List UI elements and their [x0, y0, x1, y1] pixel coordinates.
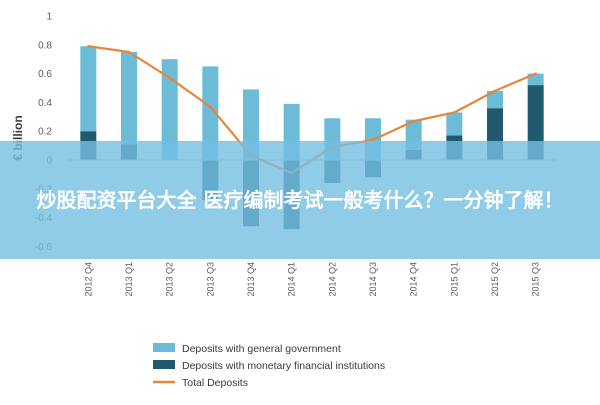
- total-deposits-point: [127, 50, 131, 54]
- x-tick-label: 2014 Q1: [287, 262, 297, 297]
- y-tick-label: 1: [46, 12, 52, 23]
- overlay-headline[interactable]: 炒股配资平台大全 医疗编制考试一般考什么？一分钟了解！: [36, 187, 564, 212]
- bar-general-government: [161, 59, 178, 161]
- x-tick-label: 2014 Q2: [327, 262, 337, 297]
- x-tick-label: 2014 Q4: [409, 262, 419, 297]
- legend-swatch: [153, 343, 175, 352]
- x-tick-label: 2015 Q1: [449, 262, 459, 297]
- overlay-banner[interactable]: 炒股配资平台大全 医疗编制考试一般考什么？一分钟了解！: [0, 141, 600, 259]
- total-deposits-point: [209, 105, 212, 108]
- legend: Deposits with general government Deposits…: [153, 343, 385, 389]
- total-deposits-point: [412, 119, 415, 123]
- x-tick-label: 2014 Q3: [368, 262, 378, 297]
- x-tick-label: 2013 Q4: [246, 262, 256, 297]
- legend-label: Total Deposits: [182, 377, 248, 389]
- legend-swatch: [153, 360, 175, 369]
- x-tick-label: 2013 Q3: [205, 262, 215, 297]
- bar-general-government: [202, 66, 219, 160]
- bar-general-government: [446, 112, 463, 136]
- x-tick-label: 2012 Q4: [83, 262, 93, 297]
- bar-general-government: [487, 90, 503, 109]
- y-tick-label: 0.8: [38, 40, 52, 51]
- total-deposits-point: [534, 72, 537, 75]
- total-deposits-point: [87, 45, 90, 48]
- total-deposits-point: [168, 76, 171, 80]
- total-deposits-point: [371, 138, 375, 142]
- x-tick-label: 2015 Q3: [531, 262, 541, 297]
- legend-label: Deposits with general government: [182, 343, 341, 355]
- x-tick-label: 2013 Q2: [165, 262, 175, 297]
- x-tick-label: 2015 Q2: [490, 262, 500, 297]
- bar-general-government: [80, 46, 97, 132]
- total-deposits-point: [493, 89, 497, 93]
- x-axis: 2012 Q4 2013 Q1 2013 Q2 2013 Q3 2013 Q4 2014 …: [83, 262, 540, 297]
- bar-general-government: [527, 73, 544, 86]
- y-tick-label: 0.6: [38, 69, 52, 80]
- legend-label: Deposits with monetary financial institu…: [182, 360, 385, 372]
- bar-general-government: [121, 52, 137, 145]
- y-tick-label: 0.4: [38, 98, 52, 109]
- y-tick-label: 0.2: [38, 127, 52, 138]
- x-tick-label: 2013 Q1: [124, 262, 134, 297]
- total-deposits-point: [453, 111, 456, 114]
